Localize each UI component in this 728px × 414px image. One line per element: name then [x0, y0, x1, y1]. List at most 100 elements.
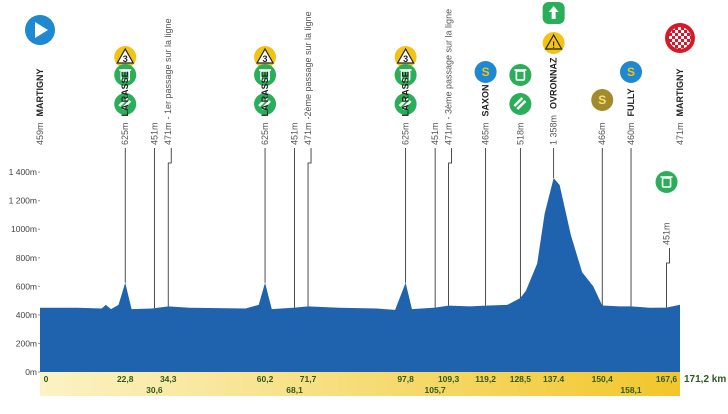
icon-glyph	[661, 177, 672, 188]
poi-name: SAXON	[481, 84, 491, 116]
icon-text: 3	[263, 54, 268, 64]
icon-glyph	[35, 22, 48, 38]
poi-line	[307, 148, 312, 307]
poi-note: - 1er passage sur la ligne	[163, 18, 173, 119]
y-tick-label: 600m	[16, 281, 37, 291]
x-tick-label: 60,2	[257, 374, 274, 384]
icon-glyph	[116, 47, 135, 64]
poi-label: 471m MARTIGNY	[675, 68, 685, 145]
poi-altitude: 459m	[35, 122, 45, 145]
x-tick-label: 137.4	[543, 374, 565, 384]
y-tick-label: 0m	[25, 367, 37, 377]
icon-text: 3	[403, 54, 408, 64]
total-distance: 171,2 km	[684, 374, 726, 385]
icon-glyph	[513, 97, 527, 110]
poi-name: LA RASSE	[120, 71, 130, 116]
poi-name: MARTIGNY	[35, 68, 45, 116]
icon-feed	[509, 64, 532, 86]
poi-altitude: 625m	[260, 122, 270, 145]
x-tick-label: 105,7	[424, 385, 446, 395]
poi-label: 471m -2ème passage sur la ligne	[303, 11, 313, 145]
icon-sprint: S	[474, 61, 497, 83]
poi-name: LA RASSE	[401, 71, 411, 116]
poi-label: 625m LA RASSE	[120, 71, 130, 145]
poi-altitude: 460m	[626, 122, 636, 145]
icon-feed	[114, 64, 137, 86]
poi-line	[167, 148, 172, 307]
x-tick-label: 22,8	[117, 374, 134, 384]
icon-glyph	[256, 47, 275, 64]
profile-area	[40, 178, 680, 372]
icon-bg	[591, 89, 614, 111]
icon-sprint: S	[620, 61, 643, 83]
poi-altitude: 465m	[481, 122, 491, 145]
poi-note: -2ème passage sur la ligne	[303, 11, 313, 119]
icon-start	[25, 15, 55, 45]
poi-label: 1 358m OVRONNAZ	[549, 57, 559, 145]
poi-line	[666, 248, 670, 308]
icon-climb: 3	[114, 46, 137, 68]
y-tick-label: 1 200m	[9, 196, 37, 206]
poi-altitude: 471m	[675, 122, 685, 145]
icon-climb: 3	[394, 46, 417, 68]
icon-glyph	[669, 27, 691, 49]
icon-bg	[254, 93, 277, 115]
icon-feed	[655, 171, 678, 193]
x-tick-label: 0	[44, 374, 49, 384]
y-tick-label: 400m	[16, 310, 37, 320]
icon-feedzone	[114, 93, 137, 115]
icon-glyph	[398, 97, 412, 110]
poi-label: 466m	[597, 122, 607, 145]
icon-glyph	[548, 6, 559, 19]
x-tick-label: 68,1	[286, 385, 303, 395]
icon-text: S	[627, 65, 635, 79]
poi-label: 451m	[149, 122, 159, 145]
poi-label: 459m MARTIGNY	[35, 68, 45, 145]
x-tick-label: 158,1	[620, 385, 642, 395]
poi-name: MARTIGNY	[675, 68, 685, 116]
poi-altitude: 451m	[290, 122, 300, 145]
poi-name: FULLY	[626, 88, 636, 116]
poi-note: - 3ème passage sur la ligne	[444, 9, 454, 120]
icon-climb: 3	[254, 46, 277, 68]
poi-altitude: 451m	[662, 222, 672, 245]
icon-feedzone	[394, 93, 417, 115]
icon-feed	[254, 64, 277, 86]
poi-label: 451m	[290, 122, 300, 145]
poi-label: 460m FULLY	[626, 88, 636, 145]
poi-altitude: 451m	[430, 122, 440, 145]
poi-altitude: 471m	[303, 122, 313, 145]
poi-altitude: 1 358m	[549, 115, 559, 145]
poi-altitude: 466m	[597, 122, 607, 145]
x-tick-label: 128,5	[510, 374, 532, 384]
icon-feedzone	[254, 93, 277, 115]
poi-label: 625m LA RASSE	[260, 71, 270, 145]
poi-label: 451m	[430, 122, 440, 145]
y-tick-label: 200m	[16, 338, 37, 348]
y-tick-label: 1000m	[11, 224, 37, 234]
y-tick-label: 800m	[16, 253, 37, 263]
x-tick-label: 150,4	[592, 374, 614, 384]
icon-text: 3	[123, 54, 128, 64]
icon-glyph	[118, 97, 132, 110]
icon-bg	[394, 93, 417, 115]
icon-glyph	[544, 33, 563, 50]
x-tick-label: 109,3	[438, 374, 460, 384]
poi-line	[448, 148, 452, 306]
x-tick-label: 71,7	[300, 374, 317, 384]
icon-glyph	[258, 97, 271, 110]
icon-bg	[474, 61, 497, 83]
icon-bonus: S	[591, 89, 614, 111]
icon-finish	[665, 23, 695, 53]
icon-bg	[114, 93, 137, 115]
icon-bg	[509, 64, 532, 86]
poi-altitude: 471m	[444, 122, 454, 145]
x-tick-label: 97,8	[397, 374, 414, 384]
poi-name: LA RASSE	[260, 71, 270, 116]
poi-altitude: 625m	[120, 122, 130, 145]
icon-up	[542, 2, 565, 24]
poi-name: OVRONNAZ	[549, 57, 559, 109]
x-tick-label: 167,6	[656, 374, 678, 384]
icon-glyph	[515, 70, 526, 81]
icon-glyph	[400, 70, 411, 81]
